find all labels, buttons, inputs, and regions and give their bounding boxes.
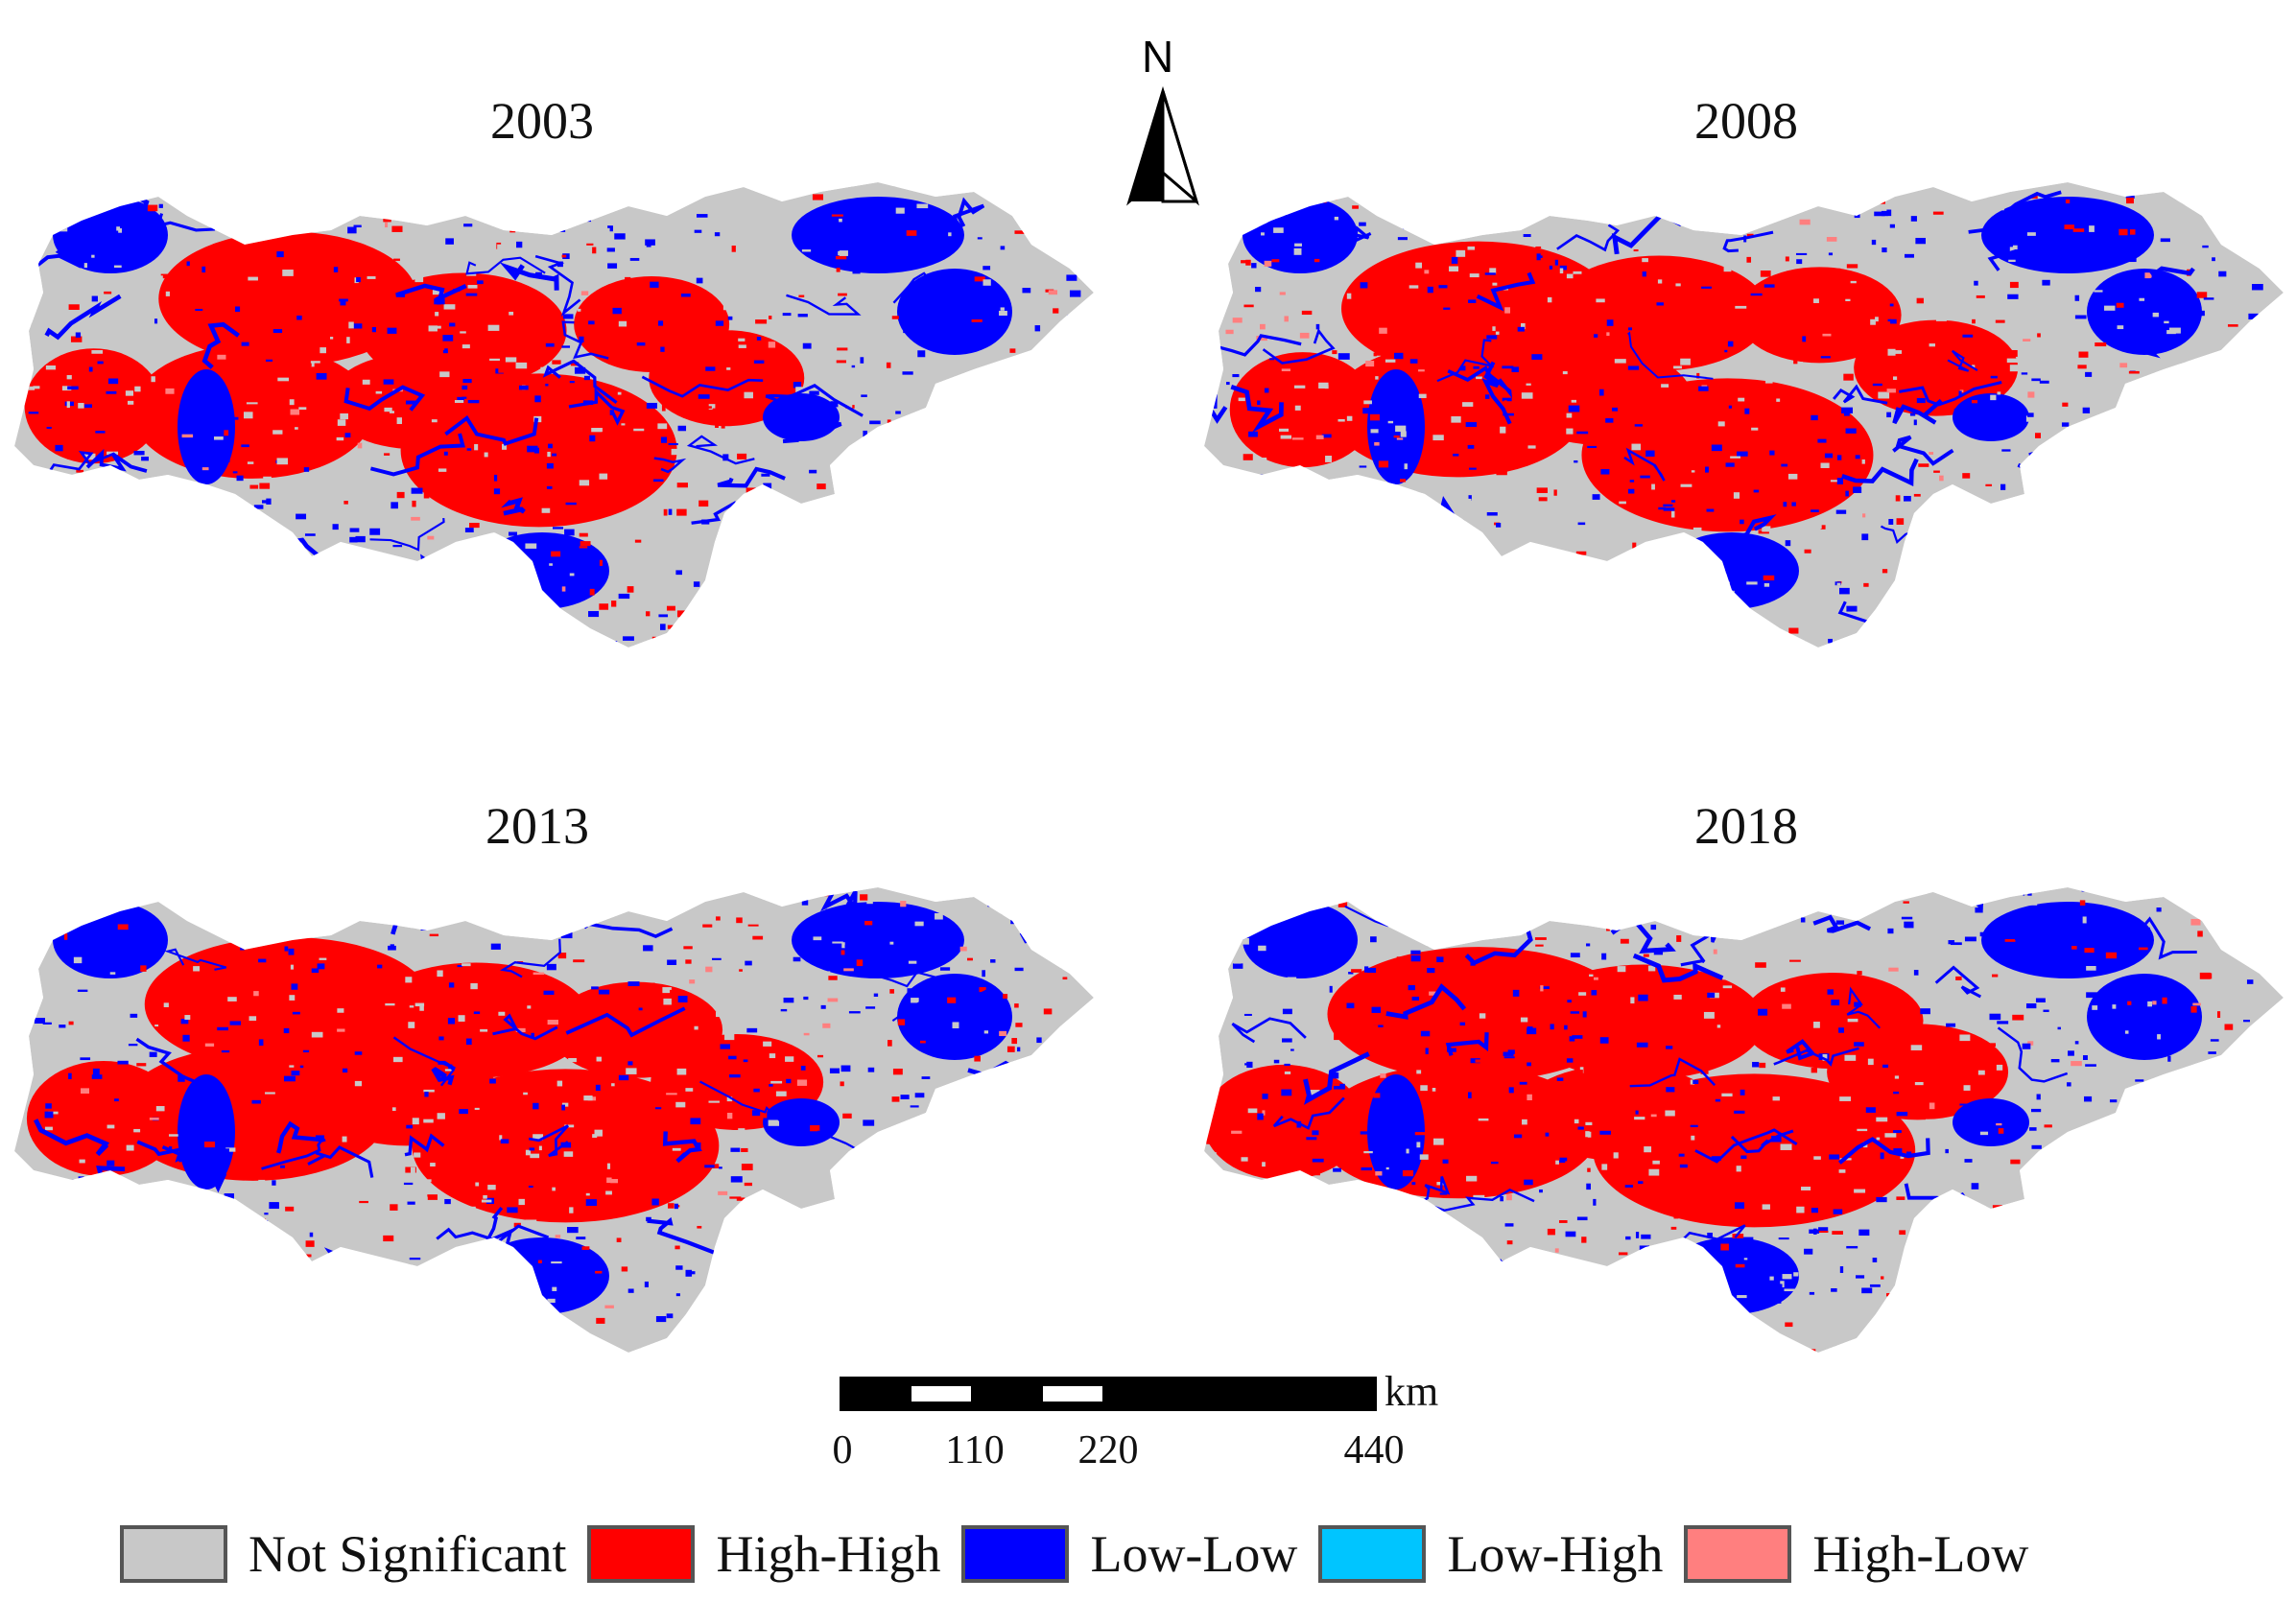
scale-bar <box>840 1377 1377 1411</box>
scale-tick-110: 110 <box>945 1428 1005 1472</box>
panel-title: 2018 <box>1694 797 1798 855</box>
scale-tick-220: 220 <box>1077 1428 1139 1472</box>
legend-item-low-high: Low-High <box>1318 1524 1663 1584</box>
scale-tick-0: 0 <box>832 1428 853 1472</box>
map-panel-2018: 2018 <box>1204 796 2296 1429</box>
legend-label: Low-Low <box>1090 1525 1298 1583</box>
north-arrow-icon <box>1126 85 1199 206</box>
legend-item-high-high: High-High <box>587 1524 940 1584</box>
scale-unit: km <box>1385 1368 1439 1415</box>
lisa-cluster-map <box>14 182 1094 648</box>
lisa-cluster-map <box>1204 887 2284 1353</box>
map-panel-2008: 2008 <box>1204 91 2296 724</box>
legend-swatch <box>587 1525 696 1583</box>
legend-label: High-Low <box>1812 1525 2029 1583</box>
map-panel-2003: 2003 <box>14 91 1127 724</box>
legend-label: High-High <box>716 1525 941 1583</box>
legend-item-high-low: High-Low <box>1684 1524 2028 1584</box>
north-label: N <box>1142 32 1174 82</box>
lisa-cluster-map <box>1204 182 2284 648</box>
panel-title: 2008 <box>1694 92 1798 150</box>
legend-item-not-significant: Not Significant <box>120 1524 566 1584</box>
panel-title: 2013 <box>485 797 589 855</box>
lisa-cluster-map <box>14 887 1094 1353</box>
legend-label: Not Significant <box>249 1525 567 1583</box>
legend: Not Significant High-High Low-Low Low-Hi… <box>120 1520 2049 1588</box>
map-panel-2013: 2013 <box>14 796 1127 1429</box>
legend-swatch <box>120 1525 227 1583</box>
legend-swatch <box>961 1525 1070 1583</box>
legend-swatch <box>1684 1525 1792 1583</box>
legend-swatch <box>1318 1525 1427 1583</box>
legend-item-low-low: Low-Low <box>961 1524 1297 1584</box>
scale-tick-440: 440 <box>1343 1428 1405 1472</box>
legend-label: Low-High <box>1447 1525 1664 1583</box>
panel-title: 2003 <box>490 92 594 150</box>
